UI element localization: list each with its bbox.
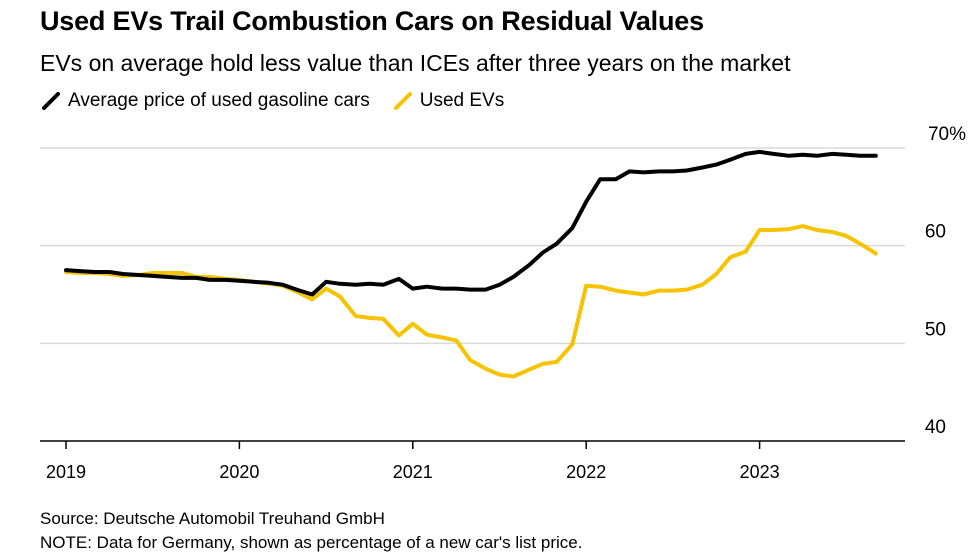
y-tick-label: 60 [925,222,946,243]
chart-subtitle: EVs on average hold less value than ICEs… [40,50,791,76]
legend-label-gasoline: Average price of used gasoline cars [68,90,370,111]
legend-item-gasoline: Average price of used gasoline cars [40,90,370,112]
x-tick-label: 2022 [566,462,606,482]
x-tick-label: 2021 [393,462,433,482]
legend-label-ev: Used EVs [419,90,505,111]
source-note: Source: Deutsche Automobil Treuhand GmbH [40,509,385,528]
legend-swatch-gasoline [42,92,60,110]
footnote: NOTE: Data for Germany, shown as percent… [40,533,583,552]
legend-item-ev: Used EVs [392,90,504,112]
line-chart: 40 50 60 70% 2019 2020 2021 2022 2023 [40,124,966,482]
legend-swatch-ev [393,92,412,110]
chart-title: Used EVs Trail Combustion Cars on Residu… [40,6,704,36]
x-tick-label: 2020 [219,462,259,482]
series-line-ev [64,224,878,379]
series-line-gasoline [64,149,878,297]
legend: Average price of used gasoline cars Used… [40,90,526,112]
y-tick-label: 40 [925,417,946,438]
y-tick-label: 70% [928,124,966,145]
y-tick-label: 50 [925,319,946,340]
x-tick-label: 2019 [46,462,86,482]
x-tick-label: 2023 [740,462,780,482]
